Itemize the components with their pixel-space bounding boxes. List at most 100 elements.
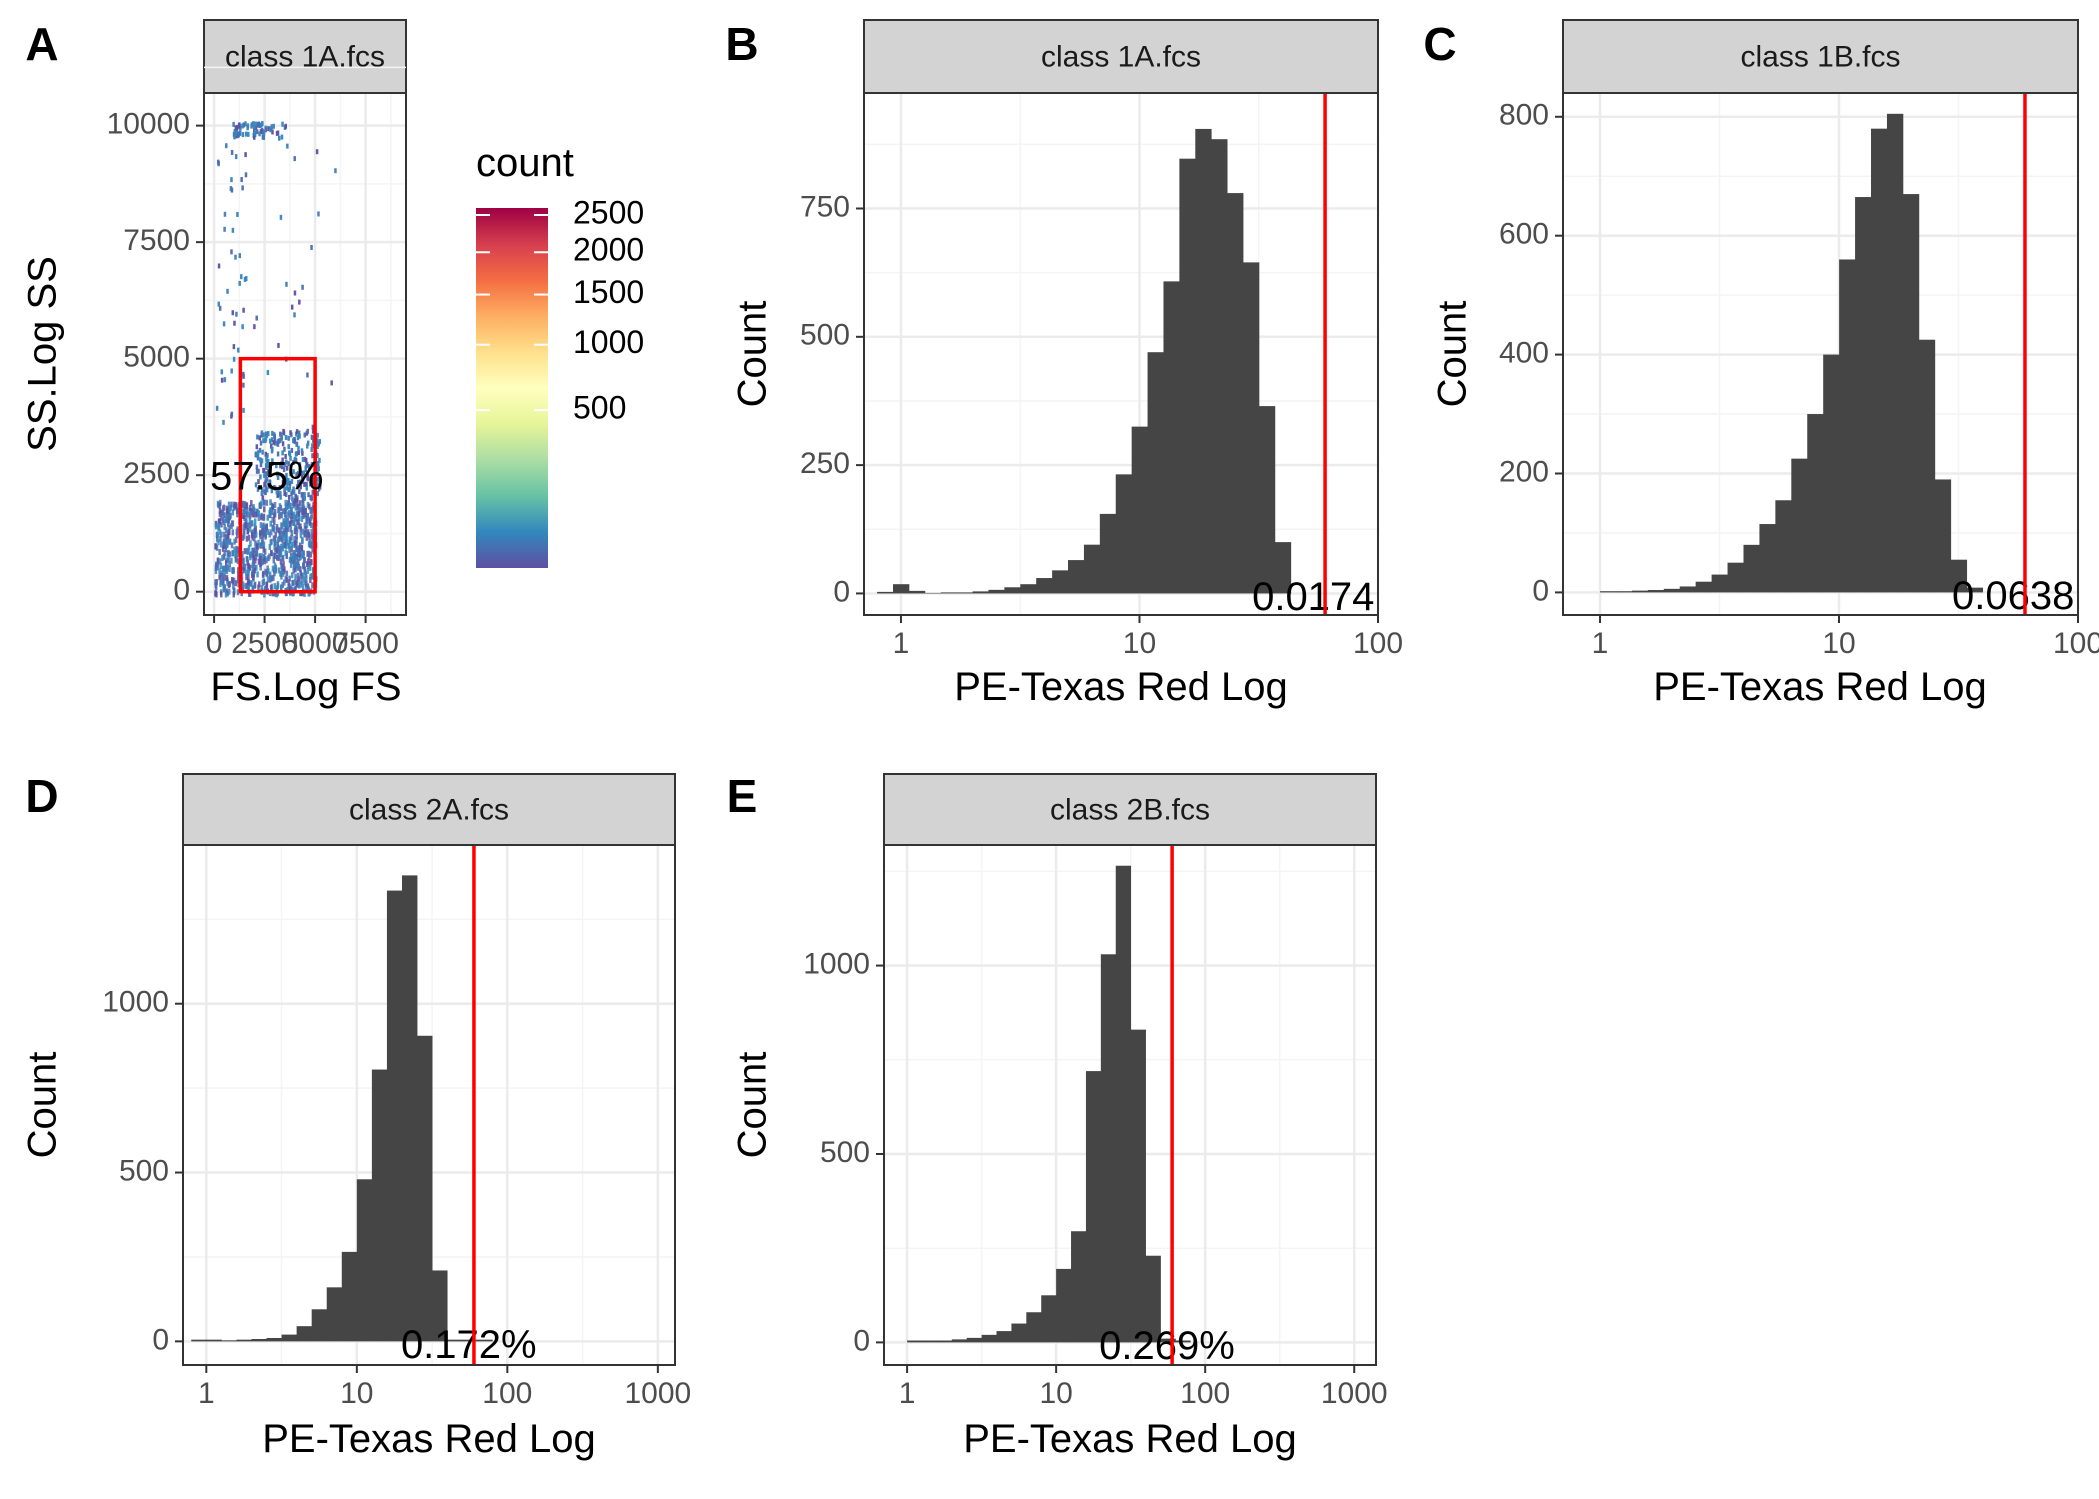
heatmap-cell — [296, 499, 299, 506]
heatmap-cell — [265, 523, 268, 530]
histogram-bar — [191, 1339, 207, 1342]
colorbar-label: 1500 — [573, 274, 644, 310]
heatmap-cell — [242, 509, 245, 516]
heatmap-cell — [228, 566, 231, 573]
heatmap-cell — [308, 539, 312, 546]
heatmap-cell — [267, 528, 270, 535]
y-axis-label: Count — [1431, 301, 1475, 408]
heatmap-cell — [257, 515, 261, 522]
heatmap-cell — [307, 563, 310, 570]
heatmap-cell — [256, 571, 259, 578]
heatmap-cell — [290, 561, 293, 568]
heatmap-cell — [253, 507, 256, 514]
histogram-bar — [477, 1339, 493, 1342]
heatmap-cell — [223, 512, 226, 519]
heatmap-cell — [311, 443, 314, 449]
heatmap-cell — [304, 584, 308, 591]
heatmap-cell — [263, 591, 266, 598]
heatmap-cell — [284, 549, 287, 556]
heatmap-cell — [251, 520, 254, 527]
heatmap-cell — [243, 563, 247, 570]
heatmap-cell — [298, 554, 301, 561]
heatmap-cell — [309, 559, 313, 566]
y-tick-label: 1000 — [102, 986, 169, 1019]
heatmap-cell — [285, 517, 288, 524]
heatmap-cell — [221, 517, 225, 524]
heatmap-cell — [284, 499, 287, 506]
heatmap-cell — [242, 567, 245, 574]
histogram-bar — [326, 1287, 343, 1342]
heatmap-cell — [293, 535, 296, 542]
histogram-bar — [1179, 158, 1196, 594]
heatmap-cell — [292, 567, 295, 574]
heatmap-cell — [255, 542, 259, 549]
heatmap-cell — [310, 244, 313, 250]
heatmap-cell — [231, 550, 234, 557]
heatmap-cell — [296, 558, 300, 565]
heatmap-cell — [275, 524, 279, 531]
heatmap-cell — [254, 511, 257, 518]
heatmap-cell — [316, 461, 320, 467]
heatmap-cell — [295, 533, 298, 540]
histogram-bar — [1600, 591, 1617, 593]
heatmap-cell — [251, 547, 254, 554]
heatmap-cell — [254, 125, 258, 131]
facet-strip — [182, 773, 676, 846]
heatmap-cell — [286, 586, 289, 593]
heatmap-cell — [248, 526, 252, 533]
heatmap-cell — [300, 549, 304, 556]
y-tick-label: 800 — [1499, 99, 1549, 132]
heatmap-cell — [255, 464, 259, 470]
heatmap-cell — [257, 539, 260, 546]
heatmap-cell — [266, 469, 270, 475]
heatmap-cell — [307, 476, 310, 482]
heatmap-cell — [228, 580, 232, 587]
heatmap-cell — [218, 568, 221, 575]
heatmap-cell — [279, 548, 283, 555]
heatmap-cell — [286, 143, 289, 149]
heatmap-cell — [304, 465, 308, 471]
heatmap-cell — [269, 126, 272, 132]
heatmap-cell — [310, 462, 314, 468]
heatmap-cell — [243, 501, 246, 508]
x-axis-label: PE-Texas Red Log — [1653, 665, 1987, 709]
heatmap-cell — [278, 503, 282, 510]
heatmap-cell — [258, 131, 261, 137]
histogram-bar — [1227, 193, 1244, 594]
heatmap-cell — [227, 557, 230, 564]
histogram-bar — [921, 1340, 938, 1343]
heatmap-cell — [281, 121, 284, 127]
heatmap-cell — [220, 531, 223, 538]
heatmap-cell — [266, 452, 269, 458]
y-tick-label: 750 — [800, 190, 850, 223]
heatmap-cell — [246, 507, 249, 514]
heatmap-cell — [279, 571, 283, 578]
heatmap-cell — [292, 486, 295, 492]
heatmap-cell — [256, 450, 260, 456]
heatmap-cell — [302, 563, 305, 570]
heatmap-cell — [301, 552, 304, 559]
heatmap-cell — [258, 502, 261, 509]
heatmap-cell — [214, 584, 218, 591]
heatmap-cell — [305, 485, 308, 491]
heatmap-cell — [306, 501, 310, 508]
heatmap-cell — [310, 528, 313, 535]
heatmap-cell — [310, 507, 314, 514]
heatmap-cell — [280, 530, 283, 537]
heatmap-cell — [273, 553, 277, 560]
heatmap-cell — [253, 581, 257, 588]
heatmap-cell — [259, 542, 263, 549]
heatmap-cell — [246, 548, 249, 555]
heatmap-cell — [256, 452, 259, 458]
heatmap-cell — [236, 507, 239, 514]
heatmap-cell — [306, 372, 309, 378]
heatmap-cell — [224, 559, 228, 566]
x-tick-label: 5000 — [282, 627, 349, 660]
heatmap-cell — [262, 432, 265, 438]
heatmap-cell — [244, 152, 247, 158]
heatmap-cell — [298, 542, 302, 549]
heatmap-cell — [244, 131, 248, 137]
heatmap-cell — [244, 583, 247, 590]
heatmap-cell — [253, 567, 256, 574]
x-tick-label: 1 — [893, 627, 910, 660]
